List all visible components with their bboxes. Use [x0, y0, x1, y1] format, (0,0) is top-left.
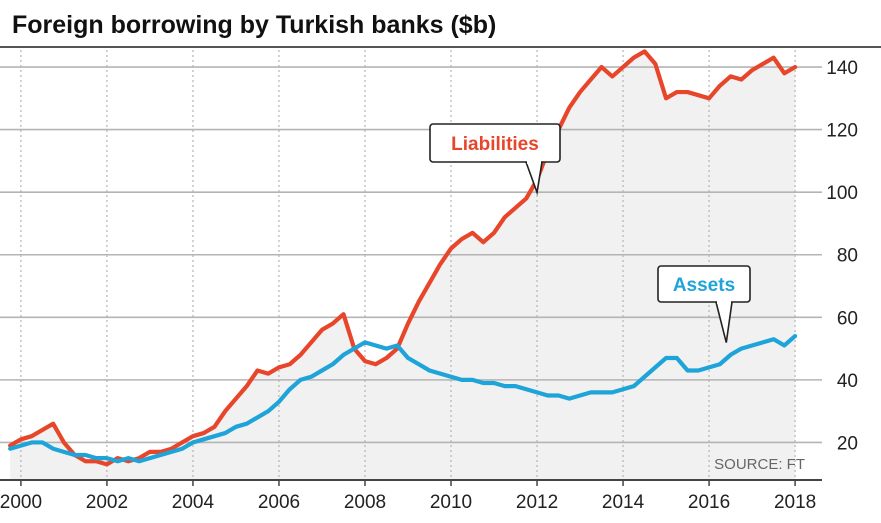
x-tick-label: 2004 — [172, 492, 215, 513]
x-tick-label: 2016 — [688, 492, 730, 513]
x-tick-label: 2000 — [0, 492, 42, 513]
area-under-liabilities — [10, 51, 796, 481]
y-tick-label: 140 — [826, 58, 858, 79]
series-line-liabilities — [8, 49, 798, 467]
callout-liabilities: Liabilities — [429, 123, 561, 196]
callout-pointer — [715, 301, 733, 343]
y-tick-label: 100 — [826, 183, 858, 204]
chart-title: Foreign borrowing by Turkish banks ($b) — [12, 11, 496, 39]
y-tick-label: 120 — [826, 121, 858, 142]
series-line-assets — [8, 333, 798, 464]
y-tick-label: 40 — [837, 371, 858, 392]
callout-pointer — [525, 161, 543, 196]
grid — [0, 46, 881, 480]
series-layer — [8, 49, 798, 467]
x-axis: 2000 2002 2004 2006 2008 2010 2012 2014 2016 2018 — [0, 479, 822, 513]
plot-background — [10, 51, 796, 481]
x-tick-label: 2012 — [516, 492, 558, 513]
x-tick-label: 2018 — [774, 492, 816, 513]
callout-gap — [527, 160, 541, 164]
callout-box — [657, 265, 751, 303]
callout-assets: Assets — [657, 265, 751, 343]
y-tick-label: 60 — [837, 308, 858, 329]
callout-label: Liabilities — [451, 134, 539, 155]
y-axis: 20 40 60 80 100 120 140 — [826, 58, 858, 454]
x-tick-label: 2002 — [86, 492, 128, 513]
x-tick-label: 2006 — [258, 492, 300, 513]
y-tick-label: 80 — [837, 246, 858, 267]
x-tick-label: 2014 — [602, 492, 645, 513]
y-tick-label: 20 — [837, 433, 858, 454]
callout-label: Assets — [673, 275, 735, 296]
x-tick-label: 2010 — [430, 492, 472, 513]
callout-gap — [717, 300, 731, 304]
source-note: SOURCE: FT — [714, 456, 805, 473]
annotations: Liabilities Assets — [429, 123, 751, 343]
x-tick-label: 2008 — [344, 492, 386, 513]
callout-box — [429, 123, 561, 163]
